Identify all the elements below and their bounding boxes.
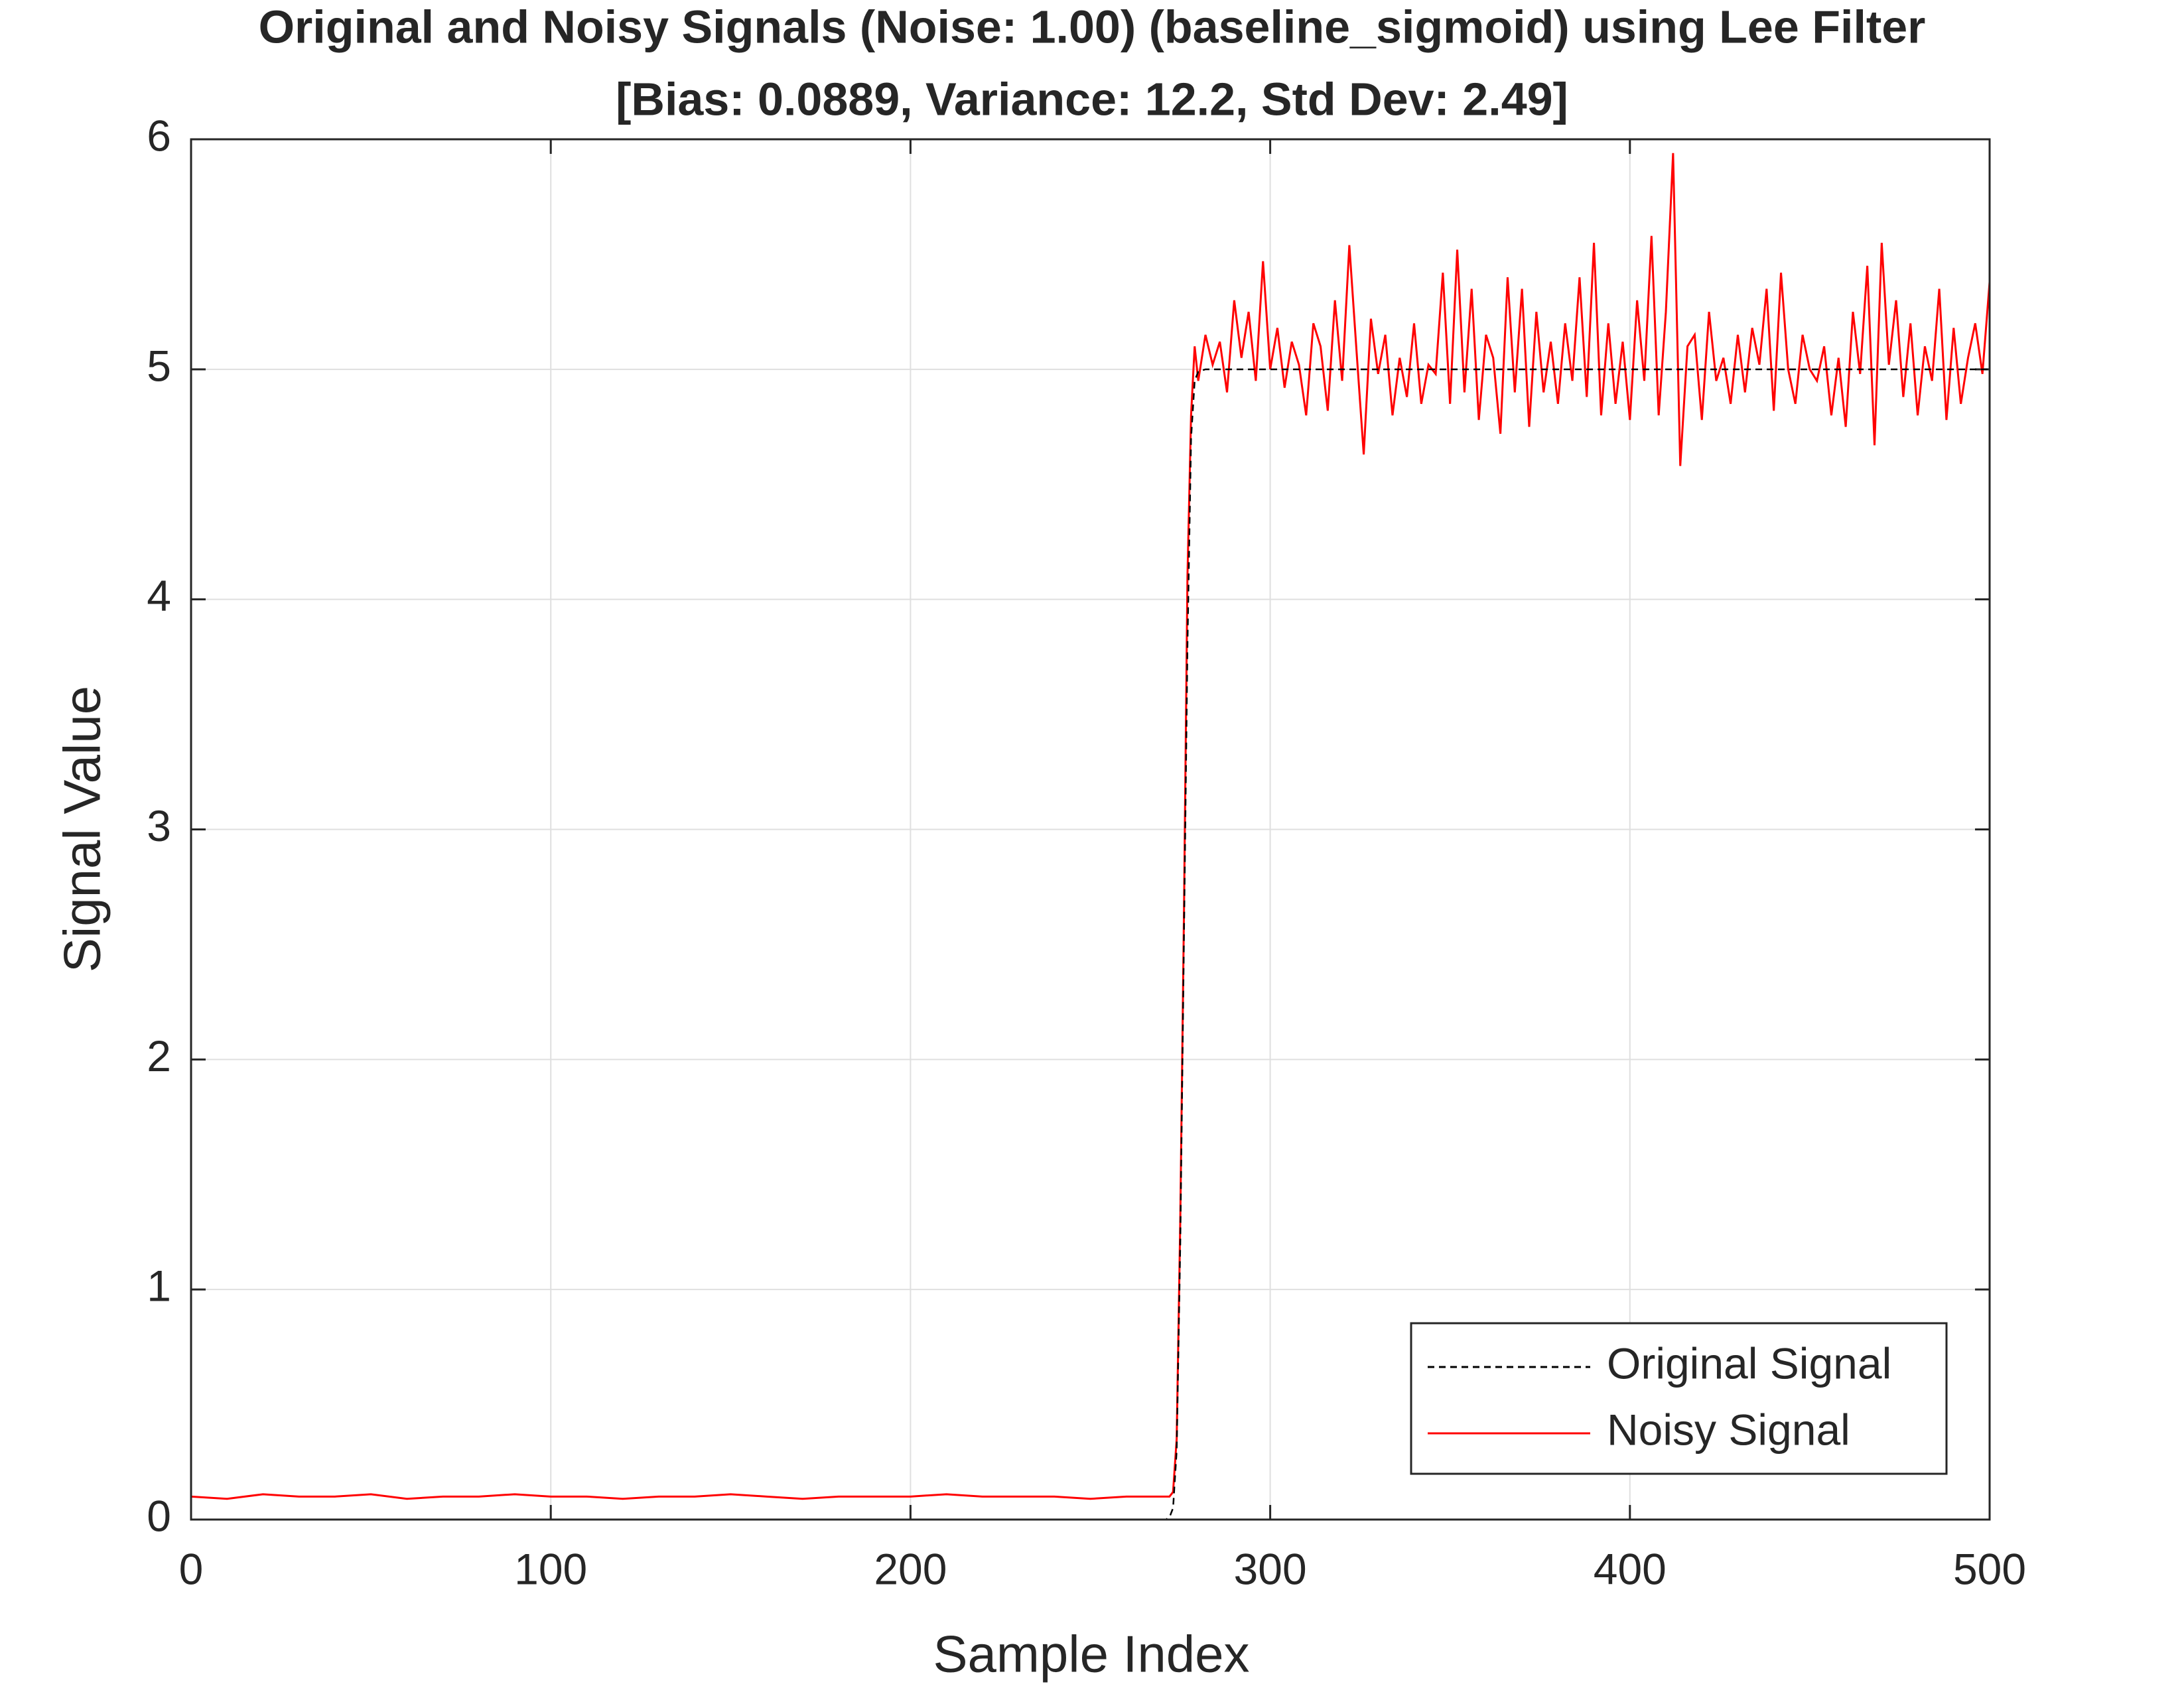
legend-label: Noisy Signal — [1607, 1405, 1850, 1454]
y-tick-label: 2 — [147, 1031, 171, 1080]
chart-subtitle: [Bias: 0.0889, Variance: 12.2, Std Dev: … — [616, 73, 1568, 125]
legend-box — [1410, 1322, 1948, 1475]
y-tick-label: 4 — [147, 571, 171, 620]
chart-title: Original and Noisy Signals (Noise: 1.00)… — [259, 1, 1926, 52]
x-tick-label: 0 — [179, 1544, 204, 1593]
plot-frame — [190, 138, 1991, 1521]
y-axis-label: Signal Value — [53, 686, 111, 972]
series-line — [190, 153, 1991, 1500]
x-tick-label: 400 — [1594, 1544, 1667, 1593]
y-tick-label: 3 — [147, 801, 171, 850]
y-tick-label: 0 — [147, 1491, 171, 1540]
y-tick-label: 1 — [147, 1262, 171, 1311]
x-tick-label: 200 — [874, 1544, 947, 1593]
legend-label: Original Signal — [1607, 1338, 1891, 1388]
x-tick-label: 100 — [514, 1544, 587, 1593]
x-tick-label: 500 — [1953, 1544, 2026, 1593]
y-tick-label: 6 — [147, 111, 171, 160]
x-tick-label: 300 — [1234, 1544, 1307, 1593]
x-axis-label: Sample Index — [933, 1625, 1250, 1683]
y-tick-label: 5 — [147, 341, 171, 390]
